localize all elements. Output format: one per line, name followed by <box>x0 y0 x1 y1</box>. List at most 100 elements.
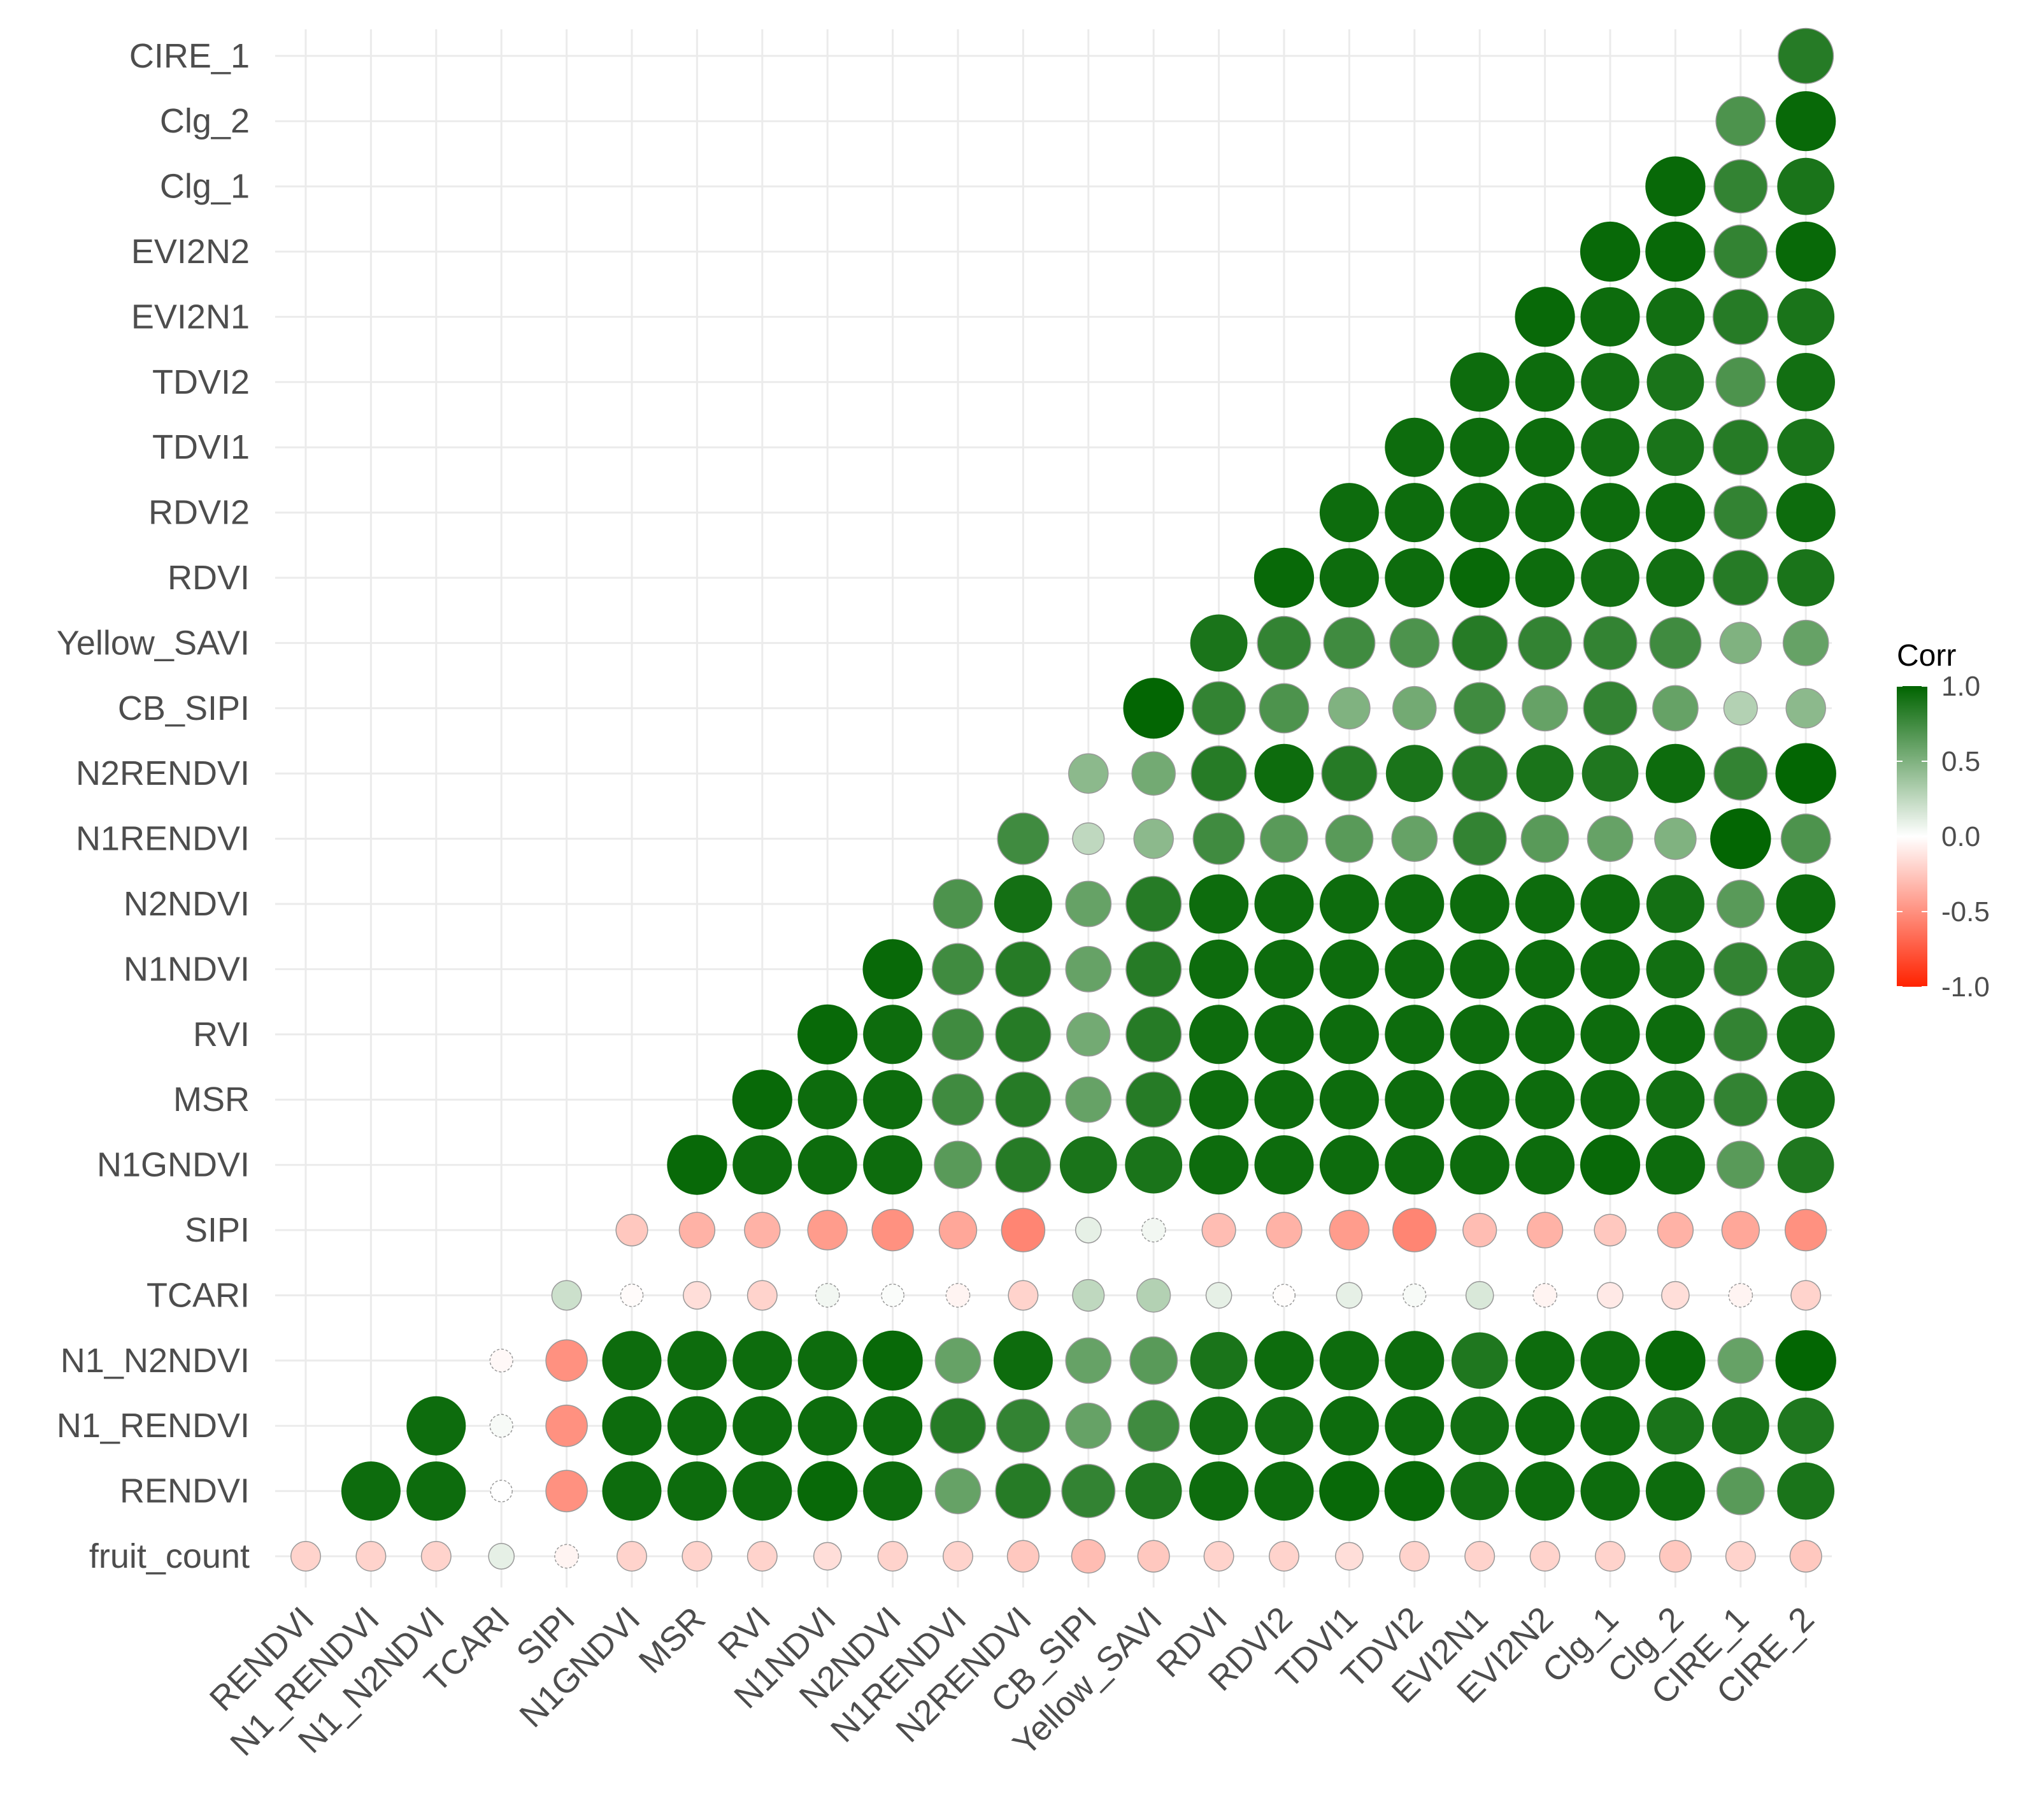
corr-circle-MSR-TDVI1 <box>1319 1070 1379 1129</box>
corr-circle-N1_RENDVI-N1_N2NDVI <box>406 1396 466 1456</box>
corr-circle-TCARI-Yellow_SAVI <box>1136 1278 1171 1313</box>
corr-circle-N1_RENDVI-TCARI <box>489 1414 513 1438</box>
corr-circle-RVI-RDVI <box>1189 1005 1249 1064</box>
corr-circle-N2RENDVI-CIRE_1 <box>1713 746 1768 801</box>
corr-circle-N1NDVI-TDVI1 <box>1319 939 1379 999</box>
y-tick-label-RDVI: RDVI <box>168 559 250 597</box>
corr-circle-EVI2N1-CIRE_2 <box>1777 288 1835 346</box>
corr-circle-N2NDVI-TDVI1 <box>1319 874 1379 934</box>
corr-circle-N2RENDVI-RDVI <box>1190 745 1247 802</box>
corr-circle-N1_RENDVI-Yellow_SAVI <box>1127 1400 1180 1452</box>
corr-circle-RENDVI-EVI2N1 <box>1450 1461 1509 1521</box>
corr-circle-N1_RENDVI-EVI2N2 <box>1515 1396 1575 1456</box>
corr-circle-TDVI1-EVI2N2 <box>1515 417 1575 477</box>
corr-circle-TCARI-EVI2N1 <box>1465 1281 1494 1310</box>
corr-circle-TDVI1-CIRE_1 <box>1712 419 1769 476</box>
corr-circle-RDVI-TDVI1 <box>1319 548 1379 608</box>
corr-circle-TCARI-TDVI1 <box>1336 1282 1363 1309</box>
y-tick-label-N1_RENDVI: N1_RENDVI <box>57 1407 250 1445</box>
corr-circle-CB_SIPI-TDVI1 <box>1328 687 1371 730</box>
corr-circle-SIPI-RDVI <box>1201 1212 1236 1248</box>
corr-circle-N2RENDVI-Clg_2 <box>1645 743 1705 803</box>
corr-circle-N1_N2NDVI-N2NDVI <box>862 1330 923 1391</box>
corr-circle-fruit_count-RDVI2 <box>1269 1541 1299 1572</box>
corr-circle-fruit_count-RDVI <box>1203 1541 1234 1572</box>
corr-circle-fruit_count-RENDVI <box>290 1541 321 1572</box>
corr-circle-RVI-Clg_2 <box>1645 1005 1705 1064</box>
corr-circle-CIRE_1-CIRE_2 <box>1778 27 1834 84</box>
y-tick-label-Yellow_SAVI: Yellow_SAVI <box>57 624 250 662</box>
corr-circle-N2NDVI-Yellow_SAVI <box>1125 875 1182 933</box>
corr-circle-N1_RENDVI-RDVI <box>1189 1396 1248 1455</box>
corr-circle-N1RENDVI-CIRE_1 <box>1710 808 1771 870</box>
corr-circle-N1NDVI-Clg_1 <box>1580 939 1640 999</box>
corr-circle-RENDVI-N2NDVI <box>863 1461 923 1521</box>
corr-circle-RVI-TDVI1 <box>1319 1005 1379 1064</box>
corr-circle-N1NDVI-N1RENDVI <box>931 943 985 996</box>
corr-circle-N1GNDVI-TDVI1 <box>1319 1135 1379 1195</box>
corr-circle-CB_SIPI-CIRE_1 <box>1723 691 1758 726</box>
corr-circle-N1GNDVI-TDVI2 <box>1385 1135 1445 1195</box>
y-tick-label-Clg_1: Clg_1 <box>160 168 250 206</box>
corr-circle-N1GNDVI-RVI <box>732 1135 792 1195</box>
corr-circle-N2NDVI-RDVI2 <box>1254 874 1314 934</box>
corr-circle-N1RENDVI-EVI2N1 <box>1452 812 1507 866</box>
corr-circle-N1_RENDVI-N2RENDVI <box>996 1398 1050 1453</box>
corr-circle-N1_RENDVI-TDVI1 <box>1319 1396 1379 1456</box>
corr-circle-SIPI-Yellow_SAVI <box>1141 1217 1166 1243</box>
corr-circle-RENDVI-EVI2N2 <box>1515 1461 1575 1521</box>
corr-circle-TDVI1-TDVI2 <box>1385 417 1445 477</box>
corr-circle-EVI2N1-Clg_2 <box>1646 287 1705 347</box>
corr-circle-RVI-CIRE_2 <box>1776 1005 1835 1064</box>
corr-circle-TCARI-Clg_2 <box>1661 1281 1690 1310</box>
corr-circle-RDVI-Clg_1 <box>1581 548 1639 607</box>
corr-circle-EVI2N2-Clg_1 <box>1580 221 1641 282</box>
corr-circle-TCARI-N2NDVI <box>881 1284 904 1307</box>
y-tick-label-N1GNDVI: N1GNDVI <box>97 1146 250 1184</box>
corr-circle-RDVI-EVI2N2 <box>1515 548 1575 608</box>
corr-circle-TDVI2-Clg_2 <box>1646 353 1704 411</box>
corr-circle-N1_RENDVI-CIRE_2 <box>1777 1397 1834 1454</box>
corr-circle-RVI-EVI2N2 <box>1515 1005 1575 1064</box>
corr-circle-RDVI-CIRE_2 <box>1777 549 1835 606</box>
corr-circle-N1RENDVI-TDVI1 <box>1325 814 1374 863</box>
corr-circle-fruit_count-N1GNDVI <box>617 1541 647 1572</box>
corr-circle-N1GNDVI-CIRE_1 <box>1716 1140 1765 1189</box>
corr-circle-fruit_count-Yellow_SAVI <box>1137 1540 1170 1573</box>
legend-tick-label: 0.5 <box>1941 746 1980 777</box>
corr-circle-N1_N2NDVI-MSR <box>667 1331 727 1391</box>
y-tick-label-N2NDVI: N2NDVI <box>124 885 250 923</box>
corr-circle-Clg_2-CIRE_1 <box>1715 96 1766 147</box>
corr-circle-N1GNDVI-RDVI <box>1189 1135 1249 1195</box>
y-tick-label-CIRE_1: CIRE_1 <box>129 37 250 75</box>
corr-circle-N1_RENDVI-RDVI2 <box>1255 1396 1313 1455</box>
corr-circle-RENDVI-MSR <box>667 1461 727 1521</box>
corr-circle-TCARI-N1RENDVI <box>945 1283 971 1308</box>
corr-circle-N1_N2NDVI-Clg_1 <box>1580 1331 1640 1391</box>
corr-circle-N1NDVI-RDVI2 <box>1254 939 1314 999</box>
x-tick-label-MSR: MSR <box>632 1600 713 1680</box>
corr-circle-SIPI-CIRE_1 <box>1721 1210 1760 1250</box>
corr-circle-N1RENDVI-TDVI2 <box>1391 815 1438 862</box>
corr-circle-N1_N2NDVI-N1RENDVI <box>934 1337 982 1384</box>
corr-circle-SIPI-N2NDVI <box>871 1208 914 1252</box>
corr-circle-Yellow_SAVI-Clg_2 <box>1649 617 1702 670</box>
corr-circle-N1GNDVI-N2RENDVI <box>995 1136 1052 1193</box>
corr-circle-CB_SIPI-CIRE_2 <box>1785 688 1826 729</box>
y-tick-label-RDVI2: RDVI2 <box>148 494 250 532</box>
corr-circle-SIPI-N2RENDVI <box>1001 1208 1046 1252</box>
corr-circle-Yellow_SAVI-RDVI <box>1190 614 1248 672</box>
legend-title: Corr <box>1897 639 1956 673</box>
corr-circle-Yellow_SAVI-CIRE_1 <box>1719 622 1762 664</box>
corr-circle-MSR-N1NDVI <box>797 1070 857 1129</box>
corr-circle-N1_RENDVI-TDVI2 <box>1385 1396 1445 1456</box>
x-tick-label-Clg_1: Clg_1 <box>1535 1600 1625 1690</box>
corr-circle-Yellow_SAVI-EVI2N2 <box>1518 615 1573 670</box>
corr-circle-N1NDVI-EVI2N2 <box>1515 939 1575 999</box>
corr-circle-Yellow_SAVI-Clg_1 <box>1583 615 1638 670</box>
corr-circle-RDVI2-TDVI2 <box>1385 483 1445 543</box>
corr-circle-fruit_count-TDVI1 <box>1335 1542 1364 1571</box>
corr-circle-MSR-Clg_1 <box>1580 1070 1640 1129</box>
corr-circle-N2RENDVI-TDVI1 <box>1321 745 1378 802</box>
corr-circle-RENDVI-N1NDVI <box>797 1461 858 1521</box>
